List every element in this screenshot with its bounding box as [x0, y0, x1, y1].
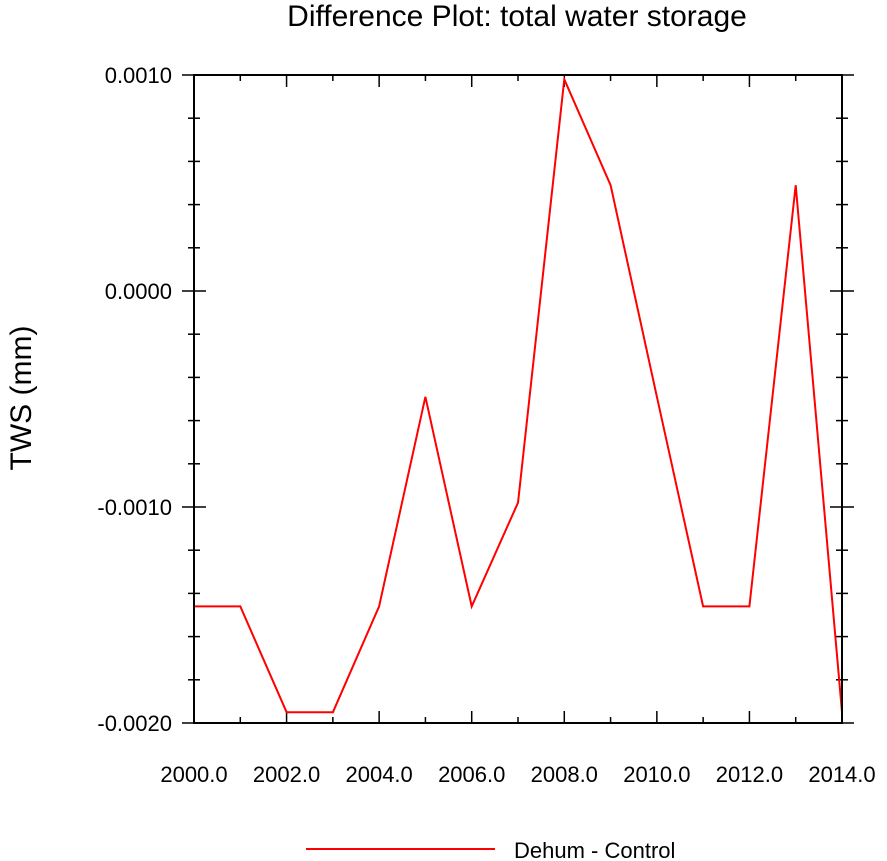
x-tick-label: 2012.0	[716, 762, 783, 787]
x-tick-label: 2006.0	[438, 762, 505, 787]
axis-ticks: 2000.0 2002.0 2004.0 2006.0 2008.0 2010.0 2012…	[97, 63, 875, 787]
x-tick-label: 2002.0	[253, 762, 320, 787]
x-tick-label: 2014.0	[808, 762, 875, 787]
plot-frame	[194, 75, 842, 723]
series-line-dehum-control	[194, 79, 842, 712]
series-layer	[194, 79, 842, 712]
x-tick-label: 2000.0	[160, 762, 227, 787]
y-tick-label: 0.0010	[105, 63, 172, 88]
y-tick-label: 0.0000	[105, 279, 172, 304]
y-axis-label: TWS (mm)	[5, 326, 38, 471]
legend: Dehum - Control	[306, 838, 675, 861]
legend-label: Dehum - Control	[514, 838, 675, 861]
x-tick-label: 2004.0	[345, 762, 412, 787]
x-tick-label: 2008.0	[531, 762, 598, 787]
x-tick-label: 2010.0	[623, 762, 690, 787]
chart: Difference Plot: total water storage TWS…	[0, 0, 887, 861]
y-tick-label: -0.0010	[97, 495, 172, 520]
y-tick-label: -0.0020	[97, 711, 172, 736]
chart-title: Difference Plot: total water storage	[287, 0, 747, 33]
